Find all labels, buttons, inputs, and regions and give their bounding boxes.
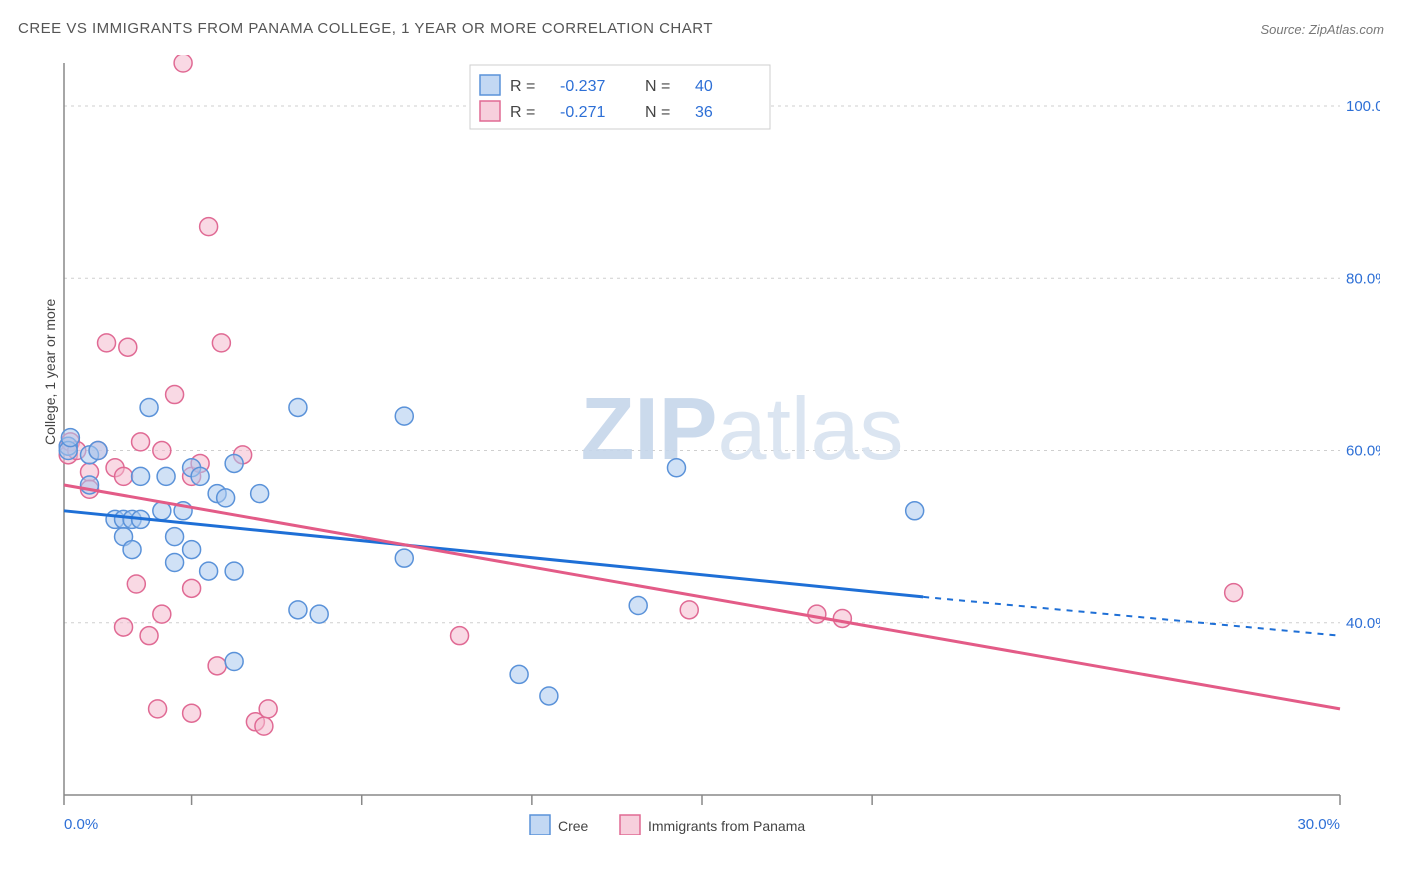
trend-line-cree-dash — [923, 597, 1340, 636]
data-point — [157, 467, 175, 485]
data-point — [251, 485, 269, 503]
data-point — [183, 704, 201, 722]
watermark: ZIPatlas — [581, 379, 904, 478]
data-point — [208, 657, 226, 675]
data-point — [132, 467, 150, 485]
data-point — [89, 442, 107, 460]
data-point — [61, 429, 79, 447]
x-tick-label: 0.0% — [64, 816, 98, 833]
data-point — [255, 717, 273, 735]
data-point — [212, 334, 230, 352]
trend-line-panama — [64, 485, 1340, 709]
data-point — [833, 609, 851, 627]
data-point — [451, 627, 469, 645]
chart-container: College, 1 year or more ZIPatlas 0.0% 30.0… — [40, 55, 1380, 835]
data-point — [127, 575, 145, 593]
data-point — [140, 627, 158, 645]
source-prefix: Source: — [1260, 22, 1308, 37]
chart-title: CREE VS IMMIGRANTS FROM PANAMA COLLEGE, … — [18, 20, 713, 37]
legend-r-value: -0.271 — [560, 104, 605, 121]
legend-label: Immigrants from Panama — [648, 818, 805, 834]
legend-swatch — [620, 815, 640, 835]
data-point — [166, 528, 184, 546]
data-point — [510, 665, 528, 683]
y-tick-label: 40.0% — [1346, 615, 1380, 632]
y-tick-label: 100.0% — [1346, 98, 1380, 115]
data-point — [289, 398, 307, 416]
data-point — [217, 489, 235, 507]
data-point — [667, 459, 685, 477]
data-point — [225, 454, 243, 472]
data-point — [395, 407, 413, 425]
x-tick-label: 30.0% — [1297, 816, 1340, 833]
scatter-chart: ZIPatlas 0.0% 30.0% 40.0% 60.0% 80.0% 100.0% R … — [40, 55, 1380, 835]
data-point — [191, 467, 209, 485]
data-point — [183, 541, 201, 559]
legend-n-value: 36 — [695, 104, 713, 121]
legend-label: Cree — [558, 818, 589, 834]
legend-swatch — [480, 101, 500, 121]
data-point — [310, 605, 328, 623]
legend-r-value: -0.237 — [560, 78, 605, 95]
data-point — [123, 541, 141, 559]
data-point — [200, 562, 218, 580]
y-tick-label: 60.0% — [1346, 443, 1380, 460]
source-attribution: Source: ZipAtlas.com — [1260, 22, 1384, 37]
legend-n-label: N = — [645, 104, 670, 121]
data-point — [166, 386, 184, 404]
data-point — [540, 687, 558, 705]
data-point — [906, 502, 924, 520]
data-point — [166, 553, 184, 571]
data-point — [140, 398, 158, 416]
legend-swatch — [530, 815, 550, 835]
data-point — [98, 334, 116, 352]
data-point — [153, 442, 171, 460]
data-point — [395, 549, 413, 567]
data-point — [153, 605, 171, 623]
y-axis-label: College, 1 year or more — [42, 299, 58, 445]
legend-swatch — [480, 75, 500, 95]
data-point — [149, 700, 167, 718]
legend-r-label: R = — [510, 104, 535, 121]
data-point — [225, 562, 243, 580]
data-point — [115, 618, 133, 636]
data-point — [259, 700, 277, 718]
legend-n-label: N = — [645, 78, 670, 95]
data-point — [225, 653, 243, 671]
data-point — [629, 597, 647, 615]
y-tick-label: 80.0% — [1346, 270, 1380, 287]
legend-n-value: 40 — [695, 78, 713, 95]
data-point — [680, 601, 698, 619]
source-link[interactable]: ZipAtlas.com — [1309, 22, 1384, 37]
data-point — [200, 218, 218, 236]
data-point — [132, 433, 150, 451]
data-point — [174, 55, 192, 72]
data-point — [183, 579, 201, 597]
data-point — [115, 467, 133, 485]
data-point — [119, 338, 137, 356]
data-point — [289, 601, 307, 619]
data-point — [1225, 584, 1243, 602]
legend-r-label: R = — [510, 78, 535, 95]
data-point — [808, 605, 826, 623]
